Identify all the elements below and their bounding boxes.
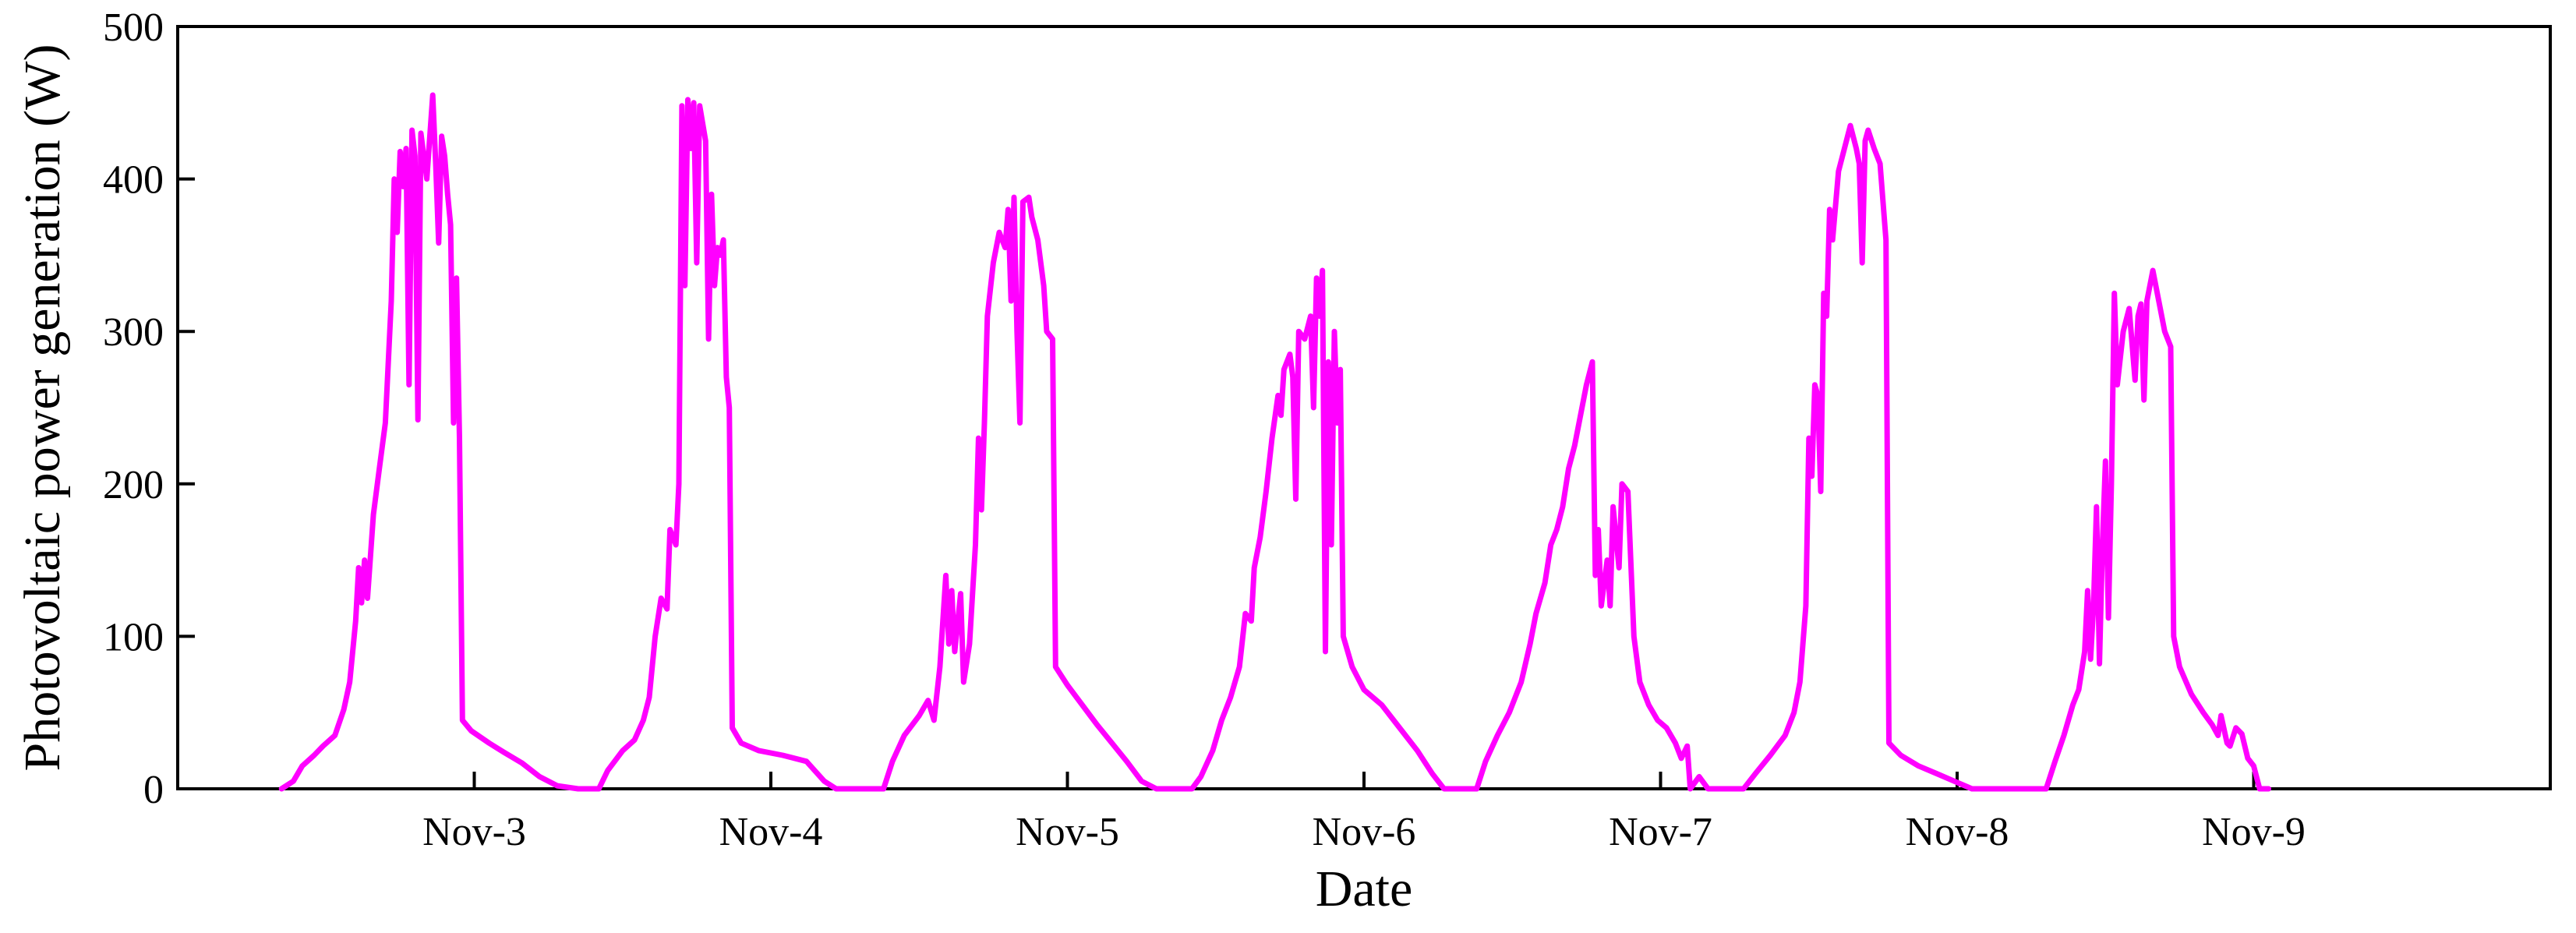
x-tick-label: Nov-9 xyxy=(2202,810,2306,854)
x-axis: Nov-3 Nov-4 Nov-5 Nov-6 Nov-7 Nov-8 Nov-9 xyxy=(422,772,2306,854)
y-axis-title: Photovoltaic power generation (W) xyxy=(14,44,71,772)
x-axis-title: Date xyxy=(1316,861,1413,917)
y-tick-label: 500 xyxy=(103,5,164,50)
y-axis: 0 100 200 300 400 500 xyxy=(103,5,195,812)
x-tick-label: Nov-5 xyxy=(1016,810,1119,854)
y-tick-label: 100 xyxy=(103,615,164,659)
x-tick-label: Nov-8 xyxy=(1906,810,2009,854)
x-tick-label: Nov-6 xyxy=(1313,810,1416,854)
y-tick-label: 200 xyxy=(103,463,164,507)
x-tick-label: Nov-4 xyxy=(719,810,823,854)
x-tick-label: Nov-3 xyxy=(422,810,526,854)
plot-frame xyxy=(176,25,2552,790)
y-tick-label: 400 xyxy=(103,158,164,203)
y-tick-label: 300 xyxy=(103,310,164,355)
pv-power-series-line xyxy=(278,92,2271,792)
x-tick-label: Nov-7 xyxy=(1609,810,1712,854)
y-tick-label: 0 xyxy=(143,768,164,812)
